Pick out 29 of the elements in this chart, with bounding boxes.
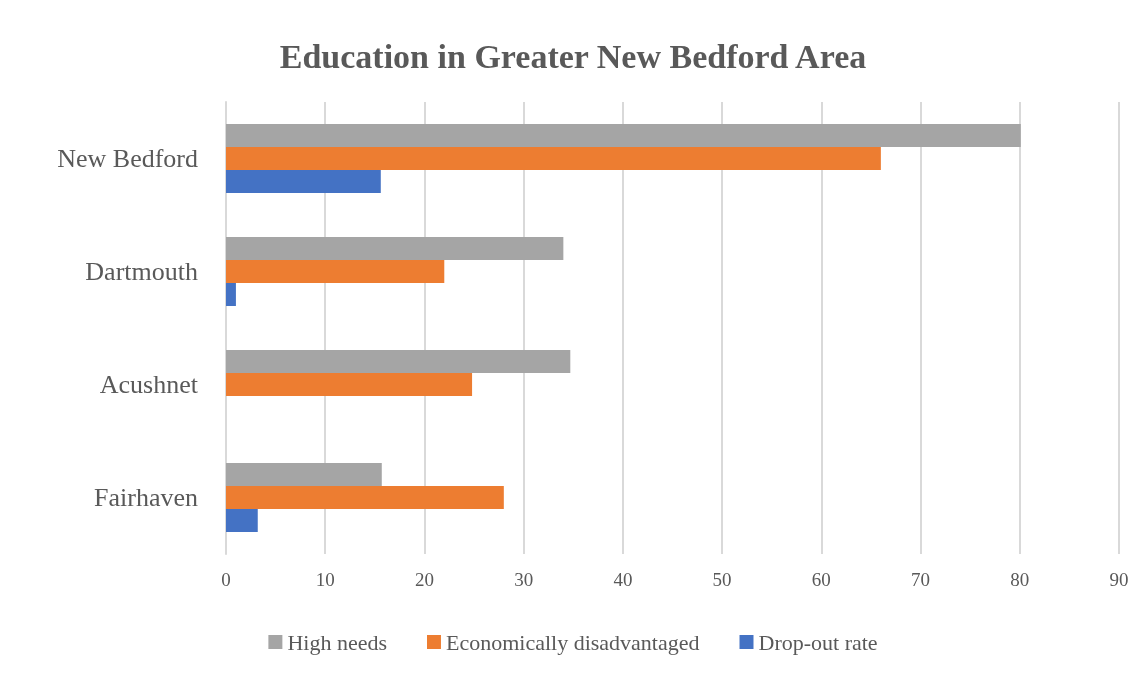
y-tick-label: Acushnet [99,370,199,399]
bar [226,509,258,532]
y-tick-label: Dartmouth [85,257,198,286]
bar [226,350,571,373]
bar [226,373,473,396]
x-tick-label: 20 [414,569,434,590]
x-tick-label: 40 [613,569,633,590]
x-tick-label: 50 [712,569,732,590]
bar [226,124,1021,147]
legend-label: High needs [287,629,387,655]
bar [226,170,381,193]
y-tick-label: Fairhaven [94,483,198,512]
bar [226,463,382,486]
bar [226,486,504,509]
x-tick-label: 90 [1109,569,1129,590]
legend-label: Economically disadvantaged [445,629,700,655]
bar [226,237,564,260]
x-tick-label: 30 [514,569,534,590]
chart-title: Education in Greater New Bedford Area [279,37,867,75]
x-tick-label: 0 [221,569,231,590]
x-tick-label: 80 [1010,569,1030,590]
bar [226,283,236,306]
y-tick-label: New Bedford [57,144,198,173]
x-tick-label: 60 [811,569,831,590]
bar [226,260,445,283]
legend-label: Drop-out rate [758,629,878,655]
bar [226,147,881,170]
x-tick-label: 10 [315,569,335,590]
x-tick-label: 70 [911,569,931,590]
